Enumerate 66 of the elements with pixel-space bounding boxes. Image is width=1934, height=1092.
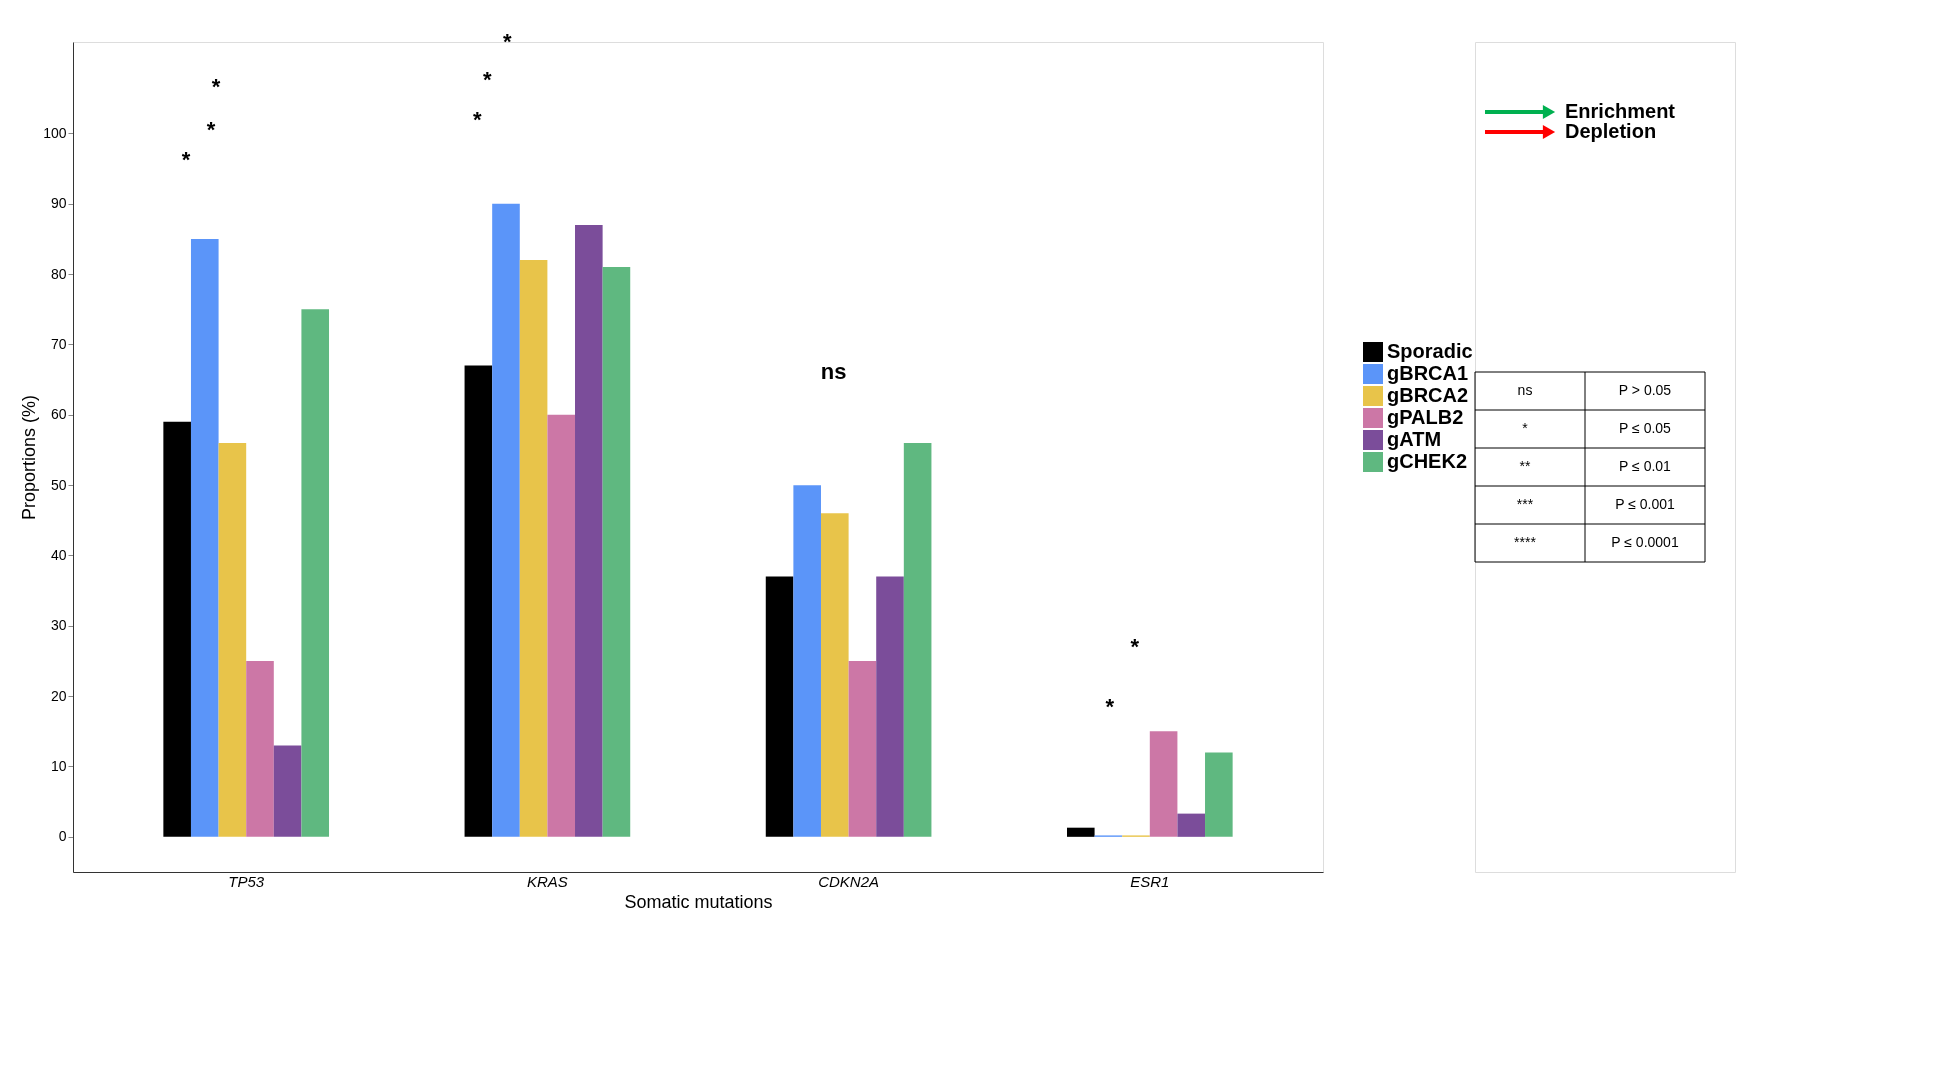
x-tick-label: CDKN2A <box>818 872 880 890</box>
x-tick-label: ESR1 <box>1130 872 1170 890</box>
bar <box>273 745 302 837</box>
bar <box>1149 731 1178 837</box>
text: P > 0.05 <box>1618 382 1672 398</box>
y-tick-label: 0 <box>58 828 67 845</box>
bar <box>820 513 849 837</box>
text: ** <box>1519 458 1531 474</box>
bar <box>602 267 631 837</box>
annotation: * <box>483 67 493 92</box>
y-tick-label: 50 <box>50 476 67 493</box>
text: *** <box>1516 496 1534 512</box>
y-tick-label: 90 <box>50 195 67 212</box>
y-tick-label: 70 <box>50 335 67 352</box>
bar <box>190 238 219 837</box>
y-tick-label: 60 <box>50 406 67 423</box>
y-tick-label: 10 <box>50 757 67 774</box>
annotation: * <box>503 29 513 54</box>
annotation: * <box>206 117 216 142</box>
bar <box>492 203 520 837</box>
bar <box>848 660 877 837</box>
text: P ≤ 0.001 <box>1615 496 1675 512</box>
bar <box>765 576 794 837</box>
x-tick-label: TP53 <box>228 872 265 890</box>
legend-label: gPALB2 <box>1387 406 1464 428</box>
bar <box>575 224 603 837</box>
bar <box>218 442 247 837</box>
bar <box>793 485 821 837</box>
x-tick-label: KRAS <box>526 872 568 890</box>
annotation: * <box>1105 694 1115 719</box>
bar <box>1177 813 1206 837</box>
bar <box>1205 752 1233 837</box>
annotation: * <box>1130 634 1140 659</box>
bar <box>547 414 576 837</box>
annotation: * <box>181 147 191 172</box>
bar <box>876 576 904 837</box>
text: P ≤ 0.05 <box>1619 420 1672 436</box>
y-tick-label: 100 <box>43 124 67 141</box>
x-axis-title: Somatic mutations <box>624 891 773 912</box>
annotation: * <box>473 107 483 132</box>
bar <box>464 365 493 837</box>
legend-label: gBRCA2 <box>1387 384 1469 406</box>
text: P ≤ 0.01 <box>1619 458 1672 474</box>
legend-label: gBRCA1 <box>1387 362 1469 384</box>
annotation: * <box>211 74 221 99</box>
bar <box>163 421 191 837</box>
y-axis-title: Proportions (%) <box>19 394 40 521</box>
bar <box>903 442 932 837</box>
annotation: ns <box>820 359 847 384</box>
legend-label: Sporadic <box>1387 340 1473 362</box>
bar <box>301 309 330 837</box>
bar <box>246 660 274 837</box>
text: **** <box>1514 534 1537 550</box>
y-tick-label: 40 <box>50 546 67 563</box>
y-tick-label: 80 <box>50 265 67 282</box>
text: Depletion <box>1565 120 1657 142</box>
text: Enrichment <box>1565 100 1676 122</box>
legend-label: gATM <box>1387 428 1442 450</box>
text: * <box>1522 420 1529 436</box>
y-tick-label: 30 <box>50 617 67 634</box>
text: P ≤ 0.0001 <box>1611 534 1679 550</box>
text: ns <box>1517 382 1533 398</box>
bar <box>1066 827 1095 837</box>
legend-label: gCHEK2 <box>1387 450 1468 472</box>
bar <box>519 260 548 837</box>
y-tick-label: 20 <box>50 687 67 704</box>
